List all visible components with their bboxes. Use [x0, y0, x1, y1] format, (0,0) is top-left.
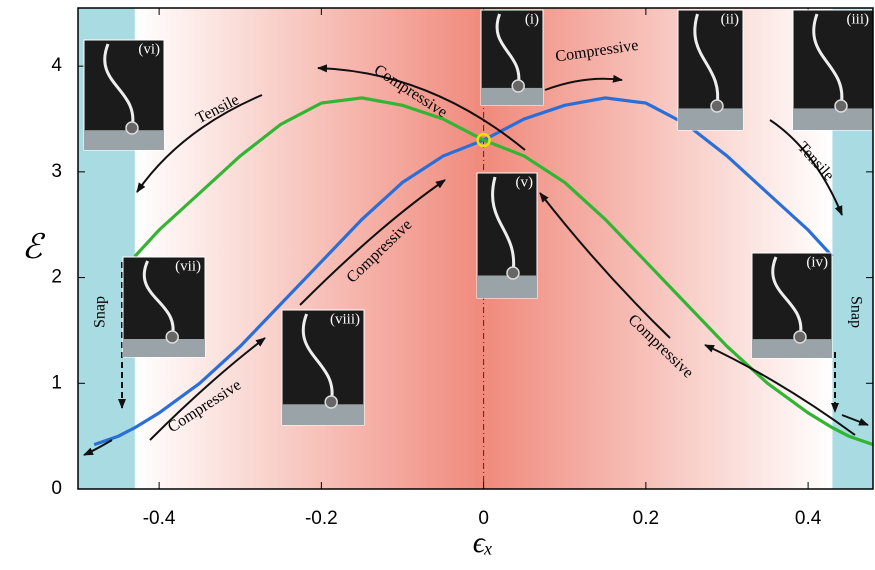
- y-tick-label: 2: [51, 267, 62, 288]
- x-tick-label: 0: [478, 508, 489, 529]
- x-tick-label: 0.2: [633, 508, 659, 529]
- photo-base: [123, 339, 205, 357]
- arrow: [769, 119, 843, 216]
- photo-clamp: [793, 330, 807, 344]
- y-tick-label: 3: [51, 161, 62, 182]
- x-axis-label: ϵₓ: [473, 526, 494, 559]
- series-line: [133, 96, 873, 447]
- arrow: [83, 439, 113, 456]
- inset-photo: (i): [480, 9, 544, 106]
- inset-label: (ii): [721, 12, 739, 28]
- inset-label: (v): [516, 175, 534, 191]
- inset-label: (iv): [806, 255, 828, 271]
- photo-strip: [693, 13, 720, 107]
- photo-strip: [771, 256, 803, 338]
- photo-base: [752, 339, 832, 358]
- annotation: Snap: [847, 296, 864, 328]
- crossing-marker: [476, 132, 491, 148]
- arrow: [149, 337, 266, 441]
- arrow: [136, 94, 263, 193]
- photo-strip: [142, 260, 175, 338]
- inset-photo: (iii): [792, 9, 874, 131]
- arrow: [544, 74, 623, 91]
- x-tick-label: -0.2: [305, 508, 338, 529]
- inset-photo: (ii): [677, 9, 744, 131]
- photo-base: [84, 130, 164, 150]
- arrow: [704, 344, 856, 436]
- photo-strip: [812, 13, 844, 107]
- photo-strip: [491, 176, 516, 274]
- inset-label: (vii): [175, 259, 201, 275]
- arrow: [841, 414, 869, 426]
- photo-clamp: [834, 99, 848, 113]
- inset-photo: (vi): [83, 39, 165, 151]
- inset-label: (i): [525, 12, 539, 28]
- plot-frame: [77, 7, 874, 490]
- photo-strip: [103, 43, 135, 129]
- x-tick-label: 0.4: [795, 508, 822, 529]
- photo-base: [477, 275, 537, 298]
- y-tick-label: 4: [51, 55, 62, 76]
- photo-clamp: [125, 121, 139, 135]
- inset-label: (viii): [330, 312, 360, 328]
- annotation: Snap: [92, 296, 109, 328]
- inset-photo: (vii): [122, 256, 206, 358]
- photo-base: [678, 108, 743, 130]
- photo-base: [481, 87, 543, 105]
- photo-clamp: [506, 266, 520, 280]
- inset-photo: (iv): [751, 252, 833, 359]
- y-tick-label: 0: [51, 478, 62, 499]
- photo-clamp: [710, 99, 724, 113]
- photo-strip: [301, 313, 334, 403]
- arrow: [539, 192, 671, 339]
- photo-clamp: [511, 79, 525, 93]
- photo-clamp: [324, 395, 338, 409]
- inset-label: (vi): [138, 42, 160, 58]
- photo-base: [793, 108, 873, 130]
- series-line: [93, 96, 834, 447]
- photo-base: [282, 404, 364, 425]
- arrow: [317, 64, 526, 151]
- inset-label: (iii): [847, 12, 870, 28]
- inset-photo: (viii): [281, 309, 365, 426]
- arrow: [299, 179, 446, 306]
- photo-clamp: [165, 330, 179, 344]
- inset-photo: (v): [476, 172, 538, 299]
- photo-strip: [495, 13, 521, 87]
- y-tick-label: 1: [51, 372, 62, 393]
- y-axis-label: ℰ: [22, 229, 46, 266]
- x-tick-label: -0.4: [143, 508, 176, 529]
- arrows: [83, 64, 869, 456]
